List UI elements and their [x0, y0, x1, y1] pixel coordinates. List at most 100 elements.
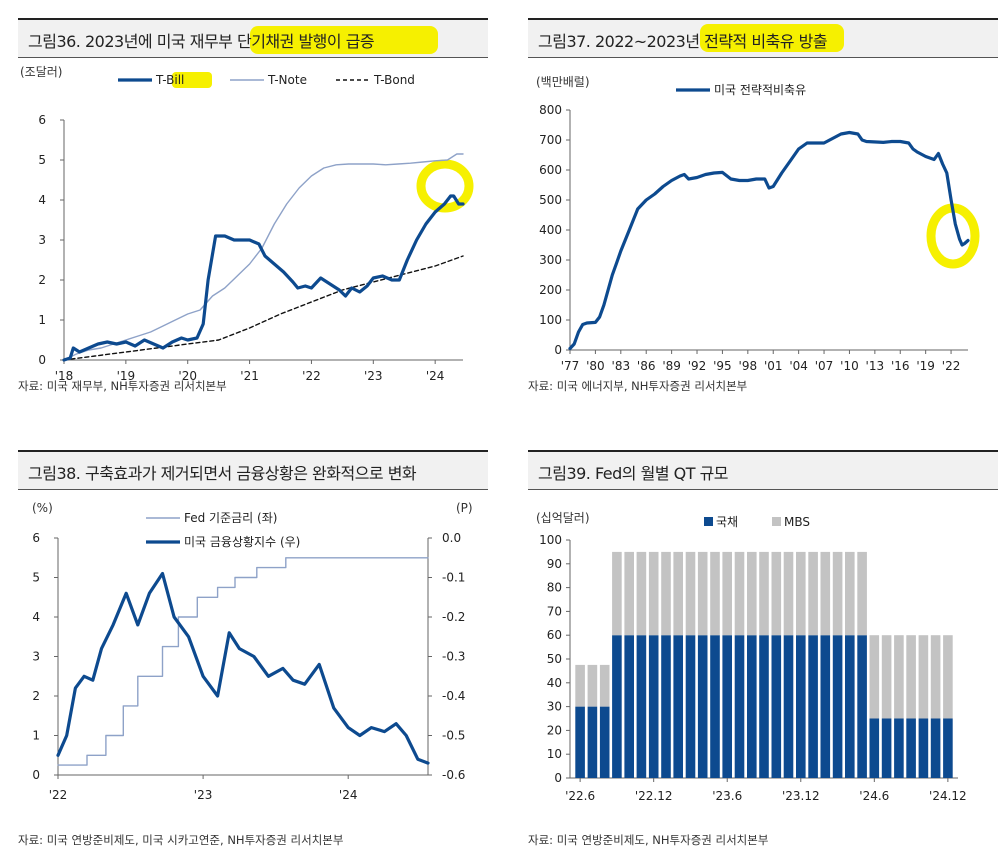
y-tick-label: 700	[539, 133, 562, 147]
x-tick-label: '98	[739, 359, 758, 373]
bar-mbs	[612, 551, 622, 636]
y-tick-label: 100	[539, 313, 562, 327]
x-tick-label: '89	[662, 359, 681, 373]
source-note: 자료: 미국 연방준비제도, 미국 시카고연준, NH투자증권 리서치본부	[18, 833, 344, 847]
bar-treasury	[722, 635, 732, 778]
x-tick-label: '77	[561, 359, 580, 373]
bar-treasury	[710, 635, 720, 778]
x-tick-label: '18	[55, 369, 74, 383]
legend-highlight	[172, 72, 212, 88]
panel-title-bar: 그림36. 2023년에 미국 재무부 단기채권 발행이 급증	[18, 18, 488, 58]
bar-mbs	[759, 551, 769, 636]
bar-treasury	[587, 706, 598, 778]
title-highlight	[700, 24, 844, 52]
bar-mbs	[832, 551, 843, 636]
x-tick-label: '19	[117, 369, 136, 383]
bar-treasury	[906, 718, 916, 778]
bar-treasury	[881, 718, 892, 778]
y-tick-label: 5	[38, 153, 46, 167]
x-tick-label: '10	[840, 359, 859, 373]
bar-mbs	[845, 551, 855, 636]
bar-treasury	[930, 718, 941, 778]
bar-treasury	[575, 706, 585, 778]
bar-mbs	[820, 551, 831, 636]
panel-title: 그림37. 2022~2023년 전략적 비축유 방출	[538, 32, 828, 51]
bar-mbs	[869, 635, 880, 719]
x-tick-label: '80	[586, 359, 605, 373]
y-tick-label: 30	[547, 700, 562, 714]
bar-mbs	[587, 664, 598, 707]
legend-spr-label: 미국 전략적비축유	[714, 83, 806, 97]
y-right-tick-label: -0.4	[442, 689, 465, 703]
y-left-tick-label: 4	[32, 610, 40, 624]
x-tick-label: '95	[713, 359, 732, 373]
y-tick-label: 0	[38, 353, 46, 367]
x-tick-label: '92	[688, 359, 707, 373]
legend-t-note-label: T-Note	[267, 73, 307, 87]
right-unit-label: (P)	[456, 501, 473, 515]
bar-treasury	[648, 635, 659, 778]
y-right-tick-label: -0.6	[442, 768, 465, 782]
y-tick-label: 0	[554, 343, 562, 357]
y-tick-label: 400	[539, 223, 562, 237]
panel-title-bar: 그림39. Fed의 월별 QT 규모	[528, 450, 998, 490]
legend-swatch-treasury	[704, 517, 713, 526]
y-tick-label: 500	[539, 193, 562, 207]
bar-treasury	[599, 706, 610, 778]
y-left-tick-label: 5	[32, 571, 40, 585]
chart-panel-qt: 그림39. Fed의 월별 QT 규모 (십억달러) 0 10 20 30 40 50 60 7…	[528, 450, 998, 860]
panel-title-bar: 그림38. 구축효과가 제거되면서 금융상황은 완화적으로 변화	[18, 450, 488, 490]
bar-treasury	[697, 635, 708, 778]
x-tick-label: '23.12	[782, 789, 820, 803]
series-line-fed-rate	[57, 557, 429, 766]
bar-mbs	[685, 551, 696, 636]
bar-mbs	[636, 551, 647, 636]
legend-fci-label: 미국 금융상황지수 (우)	[184, 535, 300, 549]
y-tick-label: 200	[539, 283, 562, 297]
x-tick-label: '24	[426, 369, 445, 383]
x-tick-label: '23	[364, 369, 383, 383]
legend-t-bond-label: T-Bond	[373, 73, 415, 87]
bar-mbs	[697, 551, 708, 636]
bar-treasury	[918, 718, 929, 778]
bar-mbs	[648, 551, 659, 636]
x-tick-label: '20	[178, 369, 197, 383]
bar-treasury	[624, 635, 634, 778]
bar-treasury	[894, 718, 904, 778]
y-tick-label: 0	[554, 771, 562, 785]
bar-mbs	[881, 635, 892, 719]
tbill-line-chart: (조달러) 0 1 2 3 4 5 6 '18 '19 '20 '21 '22 '23 '24 T-Bill T…	[20, 65, 474, 383]
bar-mbs	[624, 551, 634, 636]
y-tick-label: 100	[539, 533, 562, 547]
title-highlight	[250, 26, 438, 54]
y-left-tick-label: 0	[32, 768, 40, 782]
legend-fed-rate-label: Fed 기준금리 (좌)	[184, 511, 277, 525]
x-tick-label: '24	[339, 788, 358, 802]
x-tick-label: '16	[891, 359, 910, 373]
unit-label: (조달러)	[20, 65, 62, 79]
y-tick-label: 600	[539, 163, 562, 177]
x-tick-label: '22.6	[565, 789, 595, 803]
bar-mbs	[722, 551, 732, 636]
bar-mbs	[599, 664, 610, 707]
bar-treasury	[869, 718, 880, 778]
bar-treasury	[832, 635, 843, 778]
fci-line-chart: (%) (P) 0 1 2 3 4 5 6 0.0 -0.1 -0.2 -0.3 -0.4 -0.5 -0.6…	[32, 501, 473, 802]
x-tick-label: '86	[637, 359, 656, 373]
y-tick-label: 20	[547, 723, 562, 737]
y-left-tick-label: 2	[32, 689, 40, 703]
bar-mbs	[918, 635, 929, 719]
bar-mbs	[808, 551, 818, 636]
unit-label: (백만배럴)	[536, 75, 590, 89]
x-tick-label: '07	[815, 359, 834, 373]
bar-mbs	[734, 551, 745, 636]
chart-panel-spr: 그림37. 2022~2023년 전략적 비축유 방출 (백만배럴) 0 100 20…	[528, 18, 998, 398]
x-tick-label: '13	[866, 359, 885, 373]
series-line-t-bond	[63, 255, 464, 361]
x-tick-label: '01	[764, 359, 783, 373]
y-tick-label: 6	[38, 113, 46, 127]
series-line-fci	[56, 571, 430, 765]
unit-label: (십억달러)	[536, 511, 590, 525]
bar-treasury	[734, 635, 745, 778]
x-tick-label: '83	[612, 359, 631, 373]
